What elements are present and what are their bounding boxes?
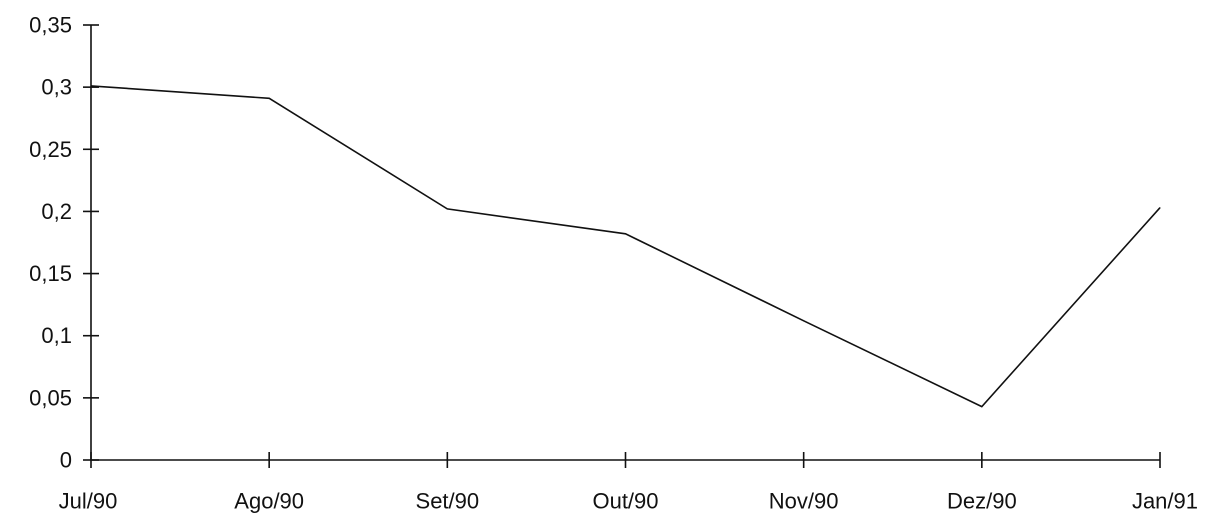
data-point: [1159, 207, 1161, 209]
data-point: [90, 85, 92, 87]
x-tick-label: Jan/91: [1132, 489, 1198, 514]
data-point: [268, 97, 270, 99]
y-tick-label: 0,35: [29, 13, 72, 38]
x-tick-label: Set/90: [416, 489, 480, 514]
series-group: [90, 85, 1161, 408]
x-tick-label: Jul/90: [59, 489, 118, 514]
y-tick-label: 0: [60, 448, 72, 473]
x-tick-label: Ago/90: [234, 489, 304, 514]
y-tick-label: 0,1: [41, 323, 72, 348]
y-tick-label: 0,05: [29, 385, 72, 410]
x-tick-label: Nov/90: [769, 489, 839, 514]
y-tick-label: 0,25: [29, 137, 72, 162]
y-axis-ticks: 0 0,05 0,1 0,15 0,2 0,25 0,3 0,35: [29, 13, 99, 473]
x-tick-label: Out/90: [592, 489, 658, 514]
data-point: [803, 320, 805, 322]
x-axis-ticks: Jul/90 Ago/90 Set/90 Out/90 Nov/90 Dez/90 Jan/…: [59, 452, 1198, 514]
y-axis: 0 0,05 0,1 0,15 0,2 0,25 0,3 0,35: [29, 13, 99, 473]
data-point: [446, 208, 448, 210]
data-point: [981, 406, 983, 408]
x-tick-label: Dez/90: [947, 489, 1017, 514]
y-tick-label: 0,15: [29, 261, 72, 286]
x-axis: Jul/90 Ago/90 Set/90 Out/90 Nov/90 Dez/90 Jan/…: [59, 452, 1198, 514]
data-point: [625, 233, 626, 235]
y-tick-label: 0,2: [41, 199, 72, 224]
series-line: [90, 85, 1161, 408]
y-tick-label: 0,3: [41, 75, 72, 100]
